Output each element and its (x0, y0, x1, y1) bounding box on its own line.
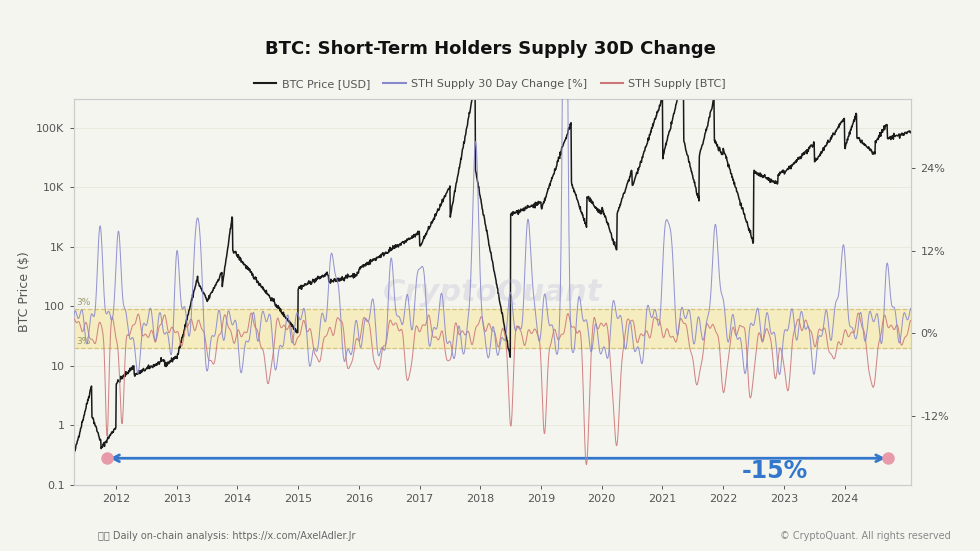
Text: 🏅🙌 Daily on-chain analysis: https://x.com/AxelAdler.Jr: 🏅🙌 Daily on-chain analysis: https://x.co… (98, 531, 356, 541)
Bar (74, 309, 911, 348)
Text: -15%: -15% (742, 459, 808, 483)
Y-axis label: BTC Price ($): BTC Price ($) (18, 252, 30, 332)
Text: © CryptoQuant. All rights reserved: © CryptoQuant. All rights reserved (780, 531, 951, 541)
Text: 3%: 3% (76, 298, 91, 307)
Legend: BTC Price [USD], STH Supply 30 Day Change [%], STH Supply [BTC]: BTC Price [USD], STH Supply 30 Day Chang… (250, 74, 730, 93)
Text: BTC: Short-Term Holders Supply 30D Change: BTC: Short-Term Holders Supply 30D Chang… (265, 40, 715, 58)
Text: CryptoQuant: CryptoQuant (383, 278, 602, 306)
Text: 3%: 3% (76, 337, 91, 346)
